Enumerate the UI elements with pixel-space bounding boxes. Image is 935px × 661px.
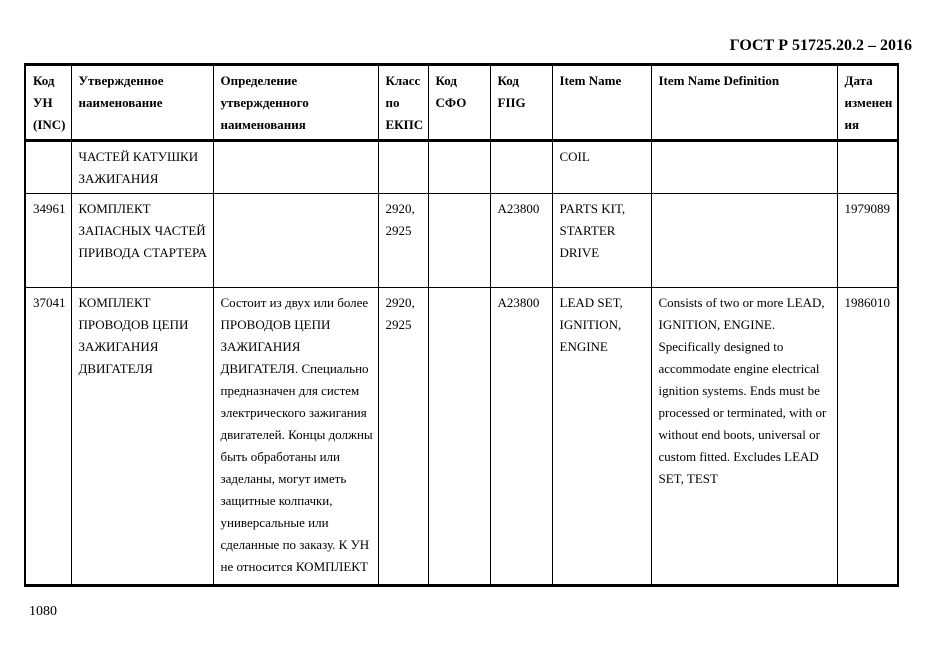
table-cell-fiig [489, 140, 553, 194]
table-cell-item-name-definition [650, 140, 838, 194]
column-header-approved-name: Утвержденное наименование [70, 64, 214, 142]
table-cell-fiig: A23800 [489, 193, 553, 288]
column-header-sfo-code: Код СФО [427, 64, 491, 142]
table-cell-change-date: 1979089 [836, 193, 899, 288]
table-cell-definition: Состоит из двух или более ПРОВОДОВ ЦЕПИ … [212, 287, 379, 586]
table-cell-ekps [377, 140, 429, 194]
table-cell-fiig: A23800 [489, 287, 553, 586]
table-row: 34961 КОМПЛЕКТ ЗАПАСНЫХ ЧАСТЕЙ ПРИВОДА С… [24, 193, 899, 288]
table-cell-change-date: 1986010 [836, 287, 899, 586]
table-row: ЧАСТЕЙ КАТУШКИ ЗАЖИГАНИЯ COIL [24, 140, 899, 194]
column-header-change-date: Дата изменения [836, 64, 899, 142]
table-cell-sfo [427, 287, 491, 586]
table-cell-sfo [427, 140, 491, 194]
table-cell-item-name: LEAD SET, IGNITION, ENGINE [551, 287, 652, 586]
table-cell-definition [212, 140, 379, 194]
column-header-fiig-code: Код FIIG [489, 64, 553, 142]
column-header-kod-un: Код УН (INC) [24, 64, 72, 142]
table-cell-ekps: 2920, 2925 [377, 193, 429, 288]
table-row: 37041 КОМПЛЕКТ ПРОВОДОВ ЦЕПИ ЗАЖИГАНИЯ Д… [24, 287, 899, 586]
table-cell-approved-name: КОМПЛЕКТ ЗАПАСНЫХ ЧАСТЕЙ ПРИВОДА СТАРТЕР… [70, 193, 214, 288]
table-cell-inc: 34961 [24, 193, 72, 288]
table-cell-change-date [836, 140, 899, 194]
column-header-item-name-definition: Item Name Definition [650, 64, 838, 142]
column-header-ekps-class: Класс по ЕКПС [377, 64, 429, 142]
table-cell-sfo [427, 193, 491, 288]
table-cell-item-name-definition: Consists of two or more LEAD, IGNITION, … [650, 287, 838, 586]
table-cell-item-name: COIL [551, 140, 652, 194]
table-cell-inc: 37041 [24, 287, 72, 586]
table-cell-approved-name: КОМПЛЕКТ ПРОВОДОВ ЦЕПИ ЗАЖИГАНИЯ ДВИГАТЕ… [70, 287, 214, 586]
column-header-item-name: Item Name [551, 64, 652, 142]
table-cell-definition [212, 193, 379, 288]
item-codes-table: Код УН (INC) Утвержденное наименование О… [24, 63, 899, 587]
table-cell-ekps: 2920, 2925 [377, 287, 429, 586]
doc-title: ГОСТ Р 51725.20.2 – 2016 [729, 37, 912, 54]
page-number: 1080 [29, 604, 57, 619]
table-cell-inc [24, 140, 72, 194]
table-cell-approved-name: ЧАСТЕЙ КАТУШКИ ЗАЖИГАНИЯ [70, 140, 214, 194]
table-header-row: Код УН (INC) Утвержденное наименование О… [24, 64, 899, 142]
table-cell-item-name-definition [650, 193, 838, 288]
table-cell-item-name: PARTS KIT, STARTER DRIVE [551, 193, 652, 288]
column-header-definition: Определение утвержденного наименования [212, 64, 379, 142]
